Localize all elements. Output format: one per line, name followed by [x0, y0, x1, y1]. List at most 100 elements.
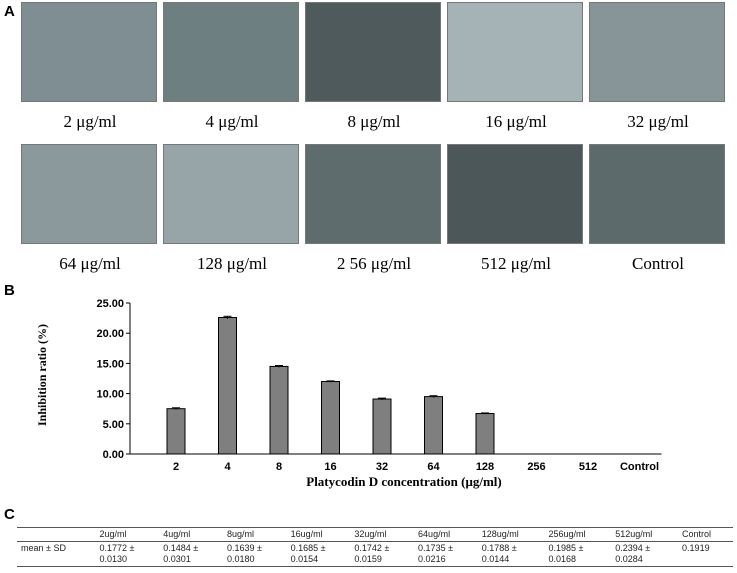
- y-tick-label: 10.00: [96, 389, 124, 401]
- panel-label-a: A: [4, 3, 15, 20]
- sd-value: 0.0144: [481, 554, 510, 564]
- mean-value: 0.1919: [682, 543, 710, 553]
- table-header-cell: 512ug/ml: [615, 529, 653, 539]
- micrograph-label: 64 μg/ml: [59, 254, 121, 273]
- table-header-cell: Control: [682, 529, 712, 539]
- table-cell: 0.1919: [678, 542, 733, 567]
- mean-value: 0.2394 ±: [615, 543, 651, 553]
- micrograph-grid: 2 μg/ml 4 μg/ml 8 μg/ml 16 μg/ml 32 μg/ml 64 …: [21, 2, 731, 278]
- summary-table: 2ug/ml 4ug/ml 8ug/ml 16ug/ml 32ug/ml 64ug/ml 1…: [17, 527, 733, 567]
- mean-value: 0.1685 ±: [290, 543, 326, 553]
- table-header-cell: [17, 528, 96, 542]
- micrograph-panel: 512 μg/ml: [447, 144, 585, 274]
- sd-value: 0.0284: [615, 554, 643, 564]
- table-cell: 0.1788 ±0.0144: [478, 542, 545, 567]
- table-row: mean ± SD 0.1772 ±0.0130 0.1484 ±0.0301 0.1…: [17, 542, 733, 567]
- table-header-cell: 2ug/ml: [99, 529, 127, 539]
- table-header-cell: 16ug/ml: [290, 529, 323, 539]
- sd-value: 0.0168: [548, 554, 577, 564]
- bar: [269, 365, 289, 455]
- table-header-cell: 8ug/ml: [226, 529, 254, 539]
- micrograph-image: [21, 144, 157, 244]
- micrograph-label: 16 μg/ml: [485, 112, 547, 131]
- table-header-cell: 4ug/ml: [163, 529, 191, 539]
- table-header-row: 2ug/ml 4ug/ml 8ug/ml 16ug/ml 32ug/ml 64ug/ml 1…: [17, 527, 733, 542]
- x-tick-label: 128: [476, 461, 494, 473]
- sd-value: 0.0154: [290, 554, 319, 564]
- mean-value: 0.1772 ±: [99, 543, 135, 553]
- table-cell: 0.1484 ±0.0301: [159, 542, 223, 567]
- bar: [218, 316, 237, 455]
- micrograph-label: 8 μg/ml: [347, 112, 401, 131]
- bar: [321, 381, 340, 455]
- mean-value: 0.1639 ±: [226, 543, 262, 553]
- y-axis-label: Inhibition ratio (%): [35, 324, 49, 426]
- x-tick-label: 256: [527, 461, 545, 473]
- table-cell: 0.1985 ±0.0168: [545, 542, 612, 567]
- x-tick-label: Control: [620, 461, 659, 473]
- micrograph-image: [305, 144, 441, 244]
- x-tick-label: 2: [173, 461, 179, 473]
- mean-value: 0.1484 ±: [163, 543, 199, 553]
- micrograph-panel: Control: [589, 144, 727, 274]
- x-tick-label: 512: [579, 461, 597, 473]
- mean-value: 0.1788 ±: [481, 543, 517, 553]
- micrograph-panel: 64 μg/ml: [21, 144, 159, 274]
- micrograph-panel: 32 μg/ml: [589, 2, 727, 132]
- y-tick-label: 5.00: [103, 419, 124, 431]
- y-tick-label: 15.00: [96, 358, 124, 370]
- sd-value: 0.0130: [99, 554, 128, 564]
- micrograph-image: [589, 2, 725, 102]
- table-header-cell: 128ug/ml: [481, 529, 519, 539]
- table-cell: 0.1639 ±0.0180: [223, 542, 287, 567]
- micrograph-label: Control: [632, 254, 684, 273]
- sd-value: 0.0159: [354, 554, 382, 564]
- mean-value: 0.1985 ±: [548, 543, 584, 553]
- table-header-cell: 32ug/ml: [354, 529, 387, 539]
- panel-label-c: C: [4, 506, 15, 523]
- panel-label-b: B: [4, 282, 15, 299]
- row-label: mean ± SD: [21, 543, 66, 553]
- micrograph-panel: 128 μg/ml: [163, 144, 301, 274]
- y-tick-label: 25.00: [96, 298, 124, 310]
- sd-value: 0.0180: [226, 554, 255, 564]
- table-cell: 0.1685 ±0.0154: [287, 542, 351, 567]
- micrograph-image: [21, 2, 157, 102]
- sd-value: 0.0301: [163, 554, 191, 564]
- bar: [166, 408, 186, 455]
- micrograph-label: 128 μg/ml: [196, 254, 268, 273]
- x-axis-label: Platycodin D concentration (μg/ml): [306, 474, 501, 489]
- x-tick-label: 4: [224, 461, 231, 473]
- micrograph-image: [447, 2, 583, 102]
- x-tick-label: 64: [427, 461, 440, 473]
- mean-value: 0.1735 ±: [418, 543, 454, 553]
- micrograph-label: 2 56 μg/ml: [336, 254, 412, 273]
- x-tick-label: 16: [324, 461, 336, 473]
- y-tick-label: 0.00: [103, 449, 124, 461]
- x-tick-label: 8: [276, 461, 282, 473]
- micrograph-image: [163, 144, 299, 244]
- micrograph-panel: 2 56 μg/ml: [305, 144, 443, 274]
- bar: [475, 413, 495, 455]
- table-cell: 0.1742 ±0.0159: [350, 542, 414, 567]
- micrograph-label: 4 μg/ml: [205, 112, 259, 131]
- micrograph-image: [163, 2, 299, 102]
- table-cell: 0.1772 ±0.0130: [96, 542, 160, 567]
- micrograph-label: 512 μg/ml: [480, 254, 552, 273]
- y-tick-label: 20.00: [96, 328, 124, 340]
- mean-value: 0.1742 ±: [354, 543, 390, 553]
- table-header-cell: 64ug/ml: [418, 529, 451, 539]
- micrograph-label: 2 μg/ml: [63, 112, 117, 131]
- micrograph-image: [305, 2, 441, 102]
- bar: [424, 396, 443, 455]
- micrograph-image: [447, 144, 583, 244]
- micrograph-panel: 2 μg/ml: [21, 2, 159, 132]
- x-tick-label: 32: [376, 461, 388, 473]
- table-header-cell: 256ug/ml: [548, 529, 586, 539]
- micrograph-panel: 4 μg/ml: [163, 2, 301, 132]
- table-cell: 0.1735 ±0.0216: [414, 542, 478, 567]
- micrograph-panel: 16 μg/ml: [447, 2, 585, 132]
- table-cell: 0.2394 ±0.0284: [611, 542, 678, 567]
- bar: [372, 398, 392, 455]
- micrograph-label: 32 μg/ml: [627, 112, 689, 131]
